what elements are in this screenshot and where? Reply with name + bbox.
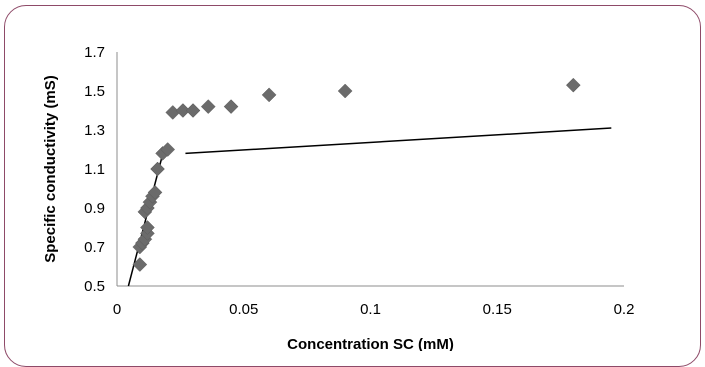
- x-tick-labels: 0 0.05 0.1 0.15 0.2: [113, 301, 635, 318]
- data-point-diamond: [160, 142, 176, 157]
- chart-frame: [4, 5, 701, 367]
- y-tick-label: 1.1: [84, 161, 105, 178]
- y-tick-label: 1.3: [84, 122, 105, 139]
- data-point-diamond: [185, 103, 201, 118]
- data-point-diamond: [147, 185, 163, 200]
- trend-lines: [127, 127, 612, 287]
- scatter-chart: 0.5 0.7 0.9 1.1 1.3 1.5 1.7 0 0.05 0.1 0.15 0.2 Sp…: [42, 44, 635, 351]
- data-point-diamond: [150, 161, 165, 177]
- data-points: [132, 77, 581, 272]
- data-point-diamond: [175, 103, 191, 118]
- axes-group: [116, 52, 624, 287]
- x-tick-label: 0.2: [614, 301, 635, 318]
- data-point-diamond: [140, 220, 155, 235]
- data-point-diamond: [261, 87, 277, 103]
- x-tick-label: 0: [113, 301, 121, 318]
- x-tick-label: 0.05: [229, 301, 258, 318]
- trend-line: [185, 127, 612, 155]
- y-tick-label: 1.7: [84, 44, 105, 61]
- data-point-diamond: [565, 77, 581, 93]
- y-tick-label: 0.7: [84, 239, 105, 256]
- x-tick-label: 0.15: [483, 301, 512, 318]
- y-tick-label: 0.5: [84, 278, 105, 295]
- y-tick-label: 1.5: [84, 83, 105, 100]
- data-point-diamond: [337, 83, 353, 99]
- data-point-diamond: [200, 99, 216, 114]
- data-point-diamond: [223, 99, 239, 114]
- y-tick-labels: 0.5 0.7 0.9 1.1 1.3 1.5 1.7: [84, 44, 105, 295]
- x-tick-label: 0.1: [360, 301, 381, 318]
- y-tick-label: 0.9: [84, 200, 105, 217]
- data-point-diamond: [132, 257, 148, 272]
- x-axis-title: Concentration SC (mM): [287, 336, 454, 351]
- y-axis-title: Specific conductivity (mS): [42, 75, 59, 263]
